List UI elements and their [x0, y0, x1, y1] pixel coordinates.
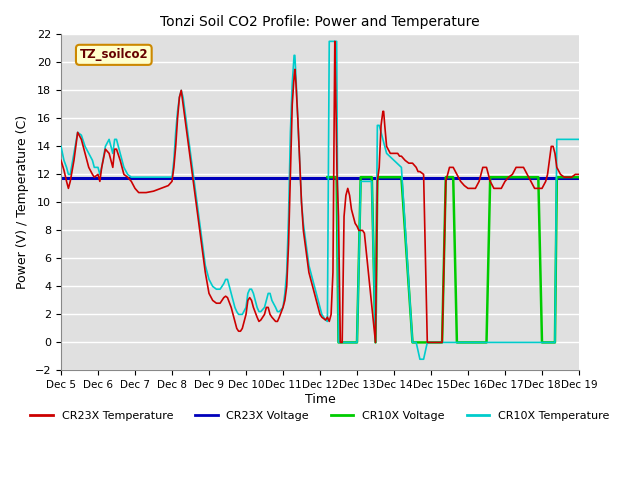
- Title: Tonzi Soil CO2 Profile: Power and Temperature: Tonzi Soil CO2 Profile: Power and Temper…: [160, 15, 480, 29]
- Text: TZ_soilco2: TZ_soilco2: [79, 48, 148, 61]
- Legend: CR23X Temperature, CR23X Voltage, CR10X Voltage, CR10X Temperature: CR23X Temperature, CR23X Voltage, CR10X …: [26, 407, 614, 425]
- X-axis label: Time: Time: [305, 393, 335, 406]
- Y-axis label: Power (V) / Temperature (C): Power (V) / Temperature (C): [16, 115, 29, 289]
